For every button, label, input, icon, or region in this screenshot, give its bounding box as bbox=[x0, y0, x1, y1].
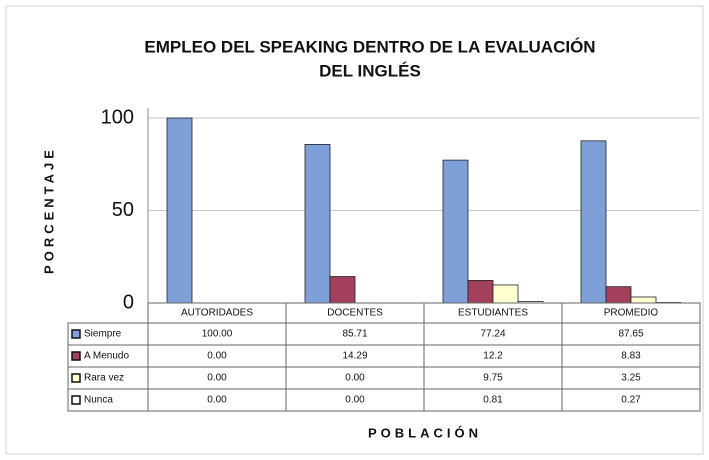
table-value: 87.65 bbox=[618, 329, 643, 340]
legend-label: Siempre bbox=[84, 329, 122, 340]
table-value: 0.00 bbox=[207, 351, 227, 362]
table-value: 0.00 bbox=[345, 373, 365, 384]
bar bbox=[605, 286, 632, 304]
x-tick-label: DOCENTES bbox=[327, 308, 383, 319]
chart-title: DEL INGLÉS bbox=[319, 61, 421, 80]
chart-title: EMPLEO DEL SPEAKING DENTRO DE LA EVALUAC… bbox=[144, 37, 595, 56]
table-value: 12.2 bbox=[483, 351, 503, 362]
table-value: 85.71 bbox=[342, 329, 367, 340]
table-value: 100.00 bbox=[202, 329, 233, 340]
bar bbox=[580, 140, 607, 304]
y-tick-label: 50 bbox=[112, 199, 134, 221]
legend-swatch bbox=[71, 351, 81, 361]
x-axis-title: POBLACIÓN bbox=[368, 425, 482, 440]
bar bbox=[492, 284, 519, 304]
y-tick-label: 0 bbox=[123, 291, 134, 313]
legend-swatch bbox=[71, 329, 81, 339]
legend-swatch bbox=[71, 395, 81, 405]
y-tick-label: 100 bbox=[101, 106, 134, 128]
table-value: 3.25 bbox=[621, 373, 641, 384]
bar bbox=[304, 144, 331, 304]
table-value: 14.29 bbox=[342, 351, 367, 362]
table-value: 77.24 bbox=[480, 329, 505, 340]
y-axis-title: PORCENTAJE bbox=[41, 146, 56, 274]
bar bbox=[467, 280, 494, 304]
x-tick-label: AUTORIDADES bbox=[181, 308, 253, 319]
x-tick-label: PROMEDIO bbox=[604, 308, 659, 319]
table-value: 0.81 bbox=[483, 395, 503, 406]
table-value: 8.83 bbox=[621, 351, 641, 362]
table-value: 0.00 bbox=[207, 395, 227, 406]
plot-area bbox=[148, 108, 700, 303]
bar bbox=[329, 276, 356, 304]
legend-label: Rara vez bbox=[84, 373, 124, 384]
legend-label: A Menudo bbox=[84, 351, 129, 362]
bar bbox=[630, 296, 657, 304]
bar bbox=[166, 117, 193, 304]
table-value: 0.00 bbox=[345, 395, 365, 406]
table-value: 9.75 bbox=[483, 373, 503, 384]
legend-swatch bbox=[71, 373, 81, 383]
legend-label: Nunca bbox=[84, 395, 113, 406]
table-value: 0.00 bbox=[207, 373, 227, 384]
x-tick-label: ESTUDIANTES bbox=[458, 308, 528, 319]
bar bbox=[442, 159, 469, 304]
table-value: 0.27 bbox=[621, 395, 641, 406]
